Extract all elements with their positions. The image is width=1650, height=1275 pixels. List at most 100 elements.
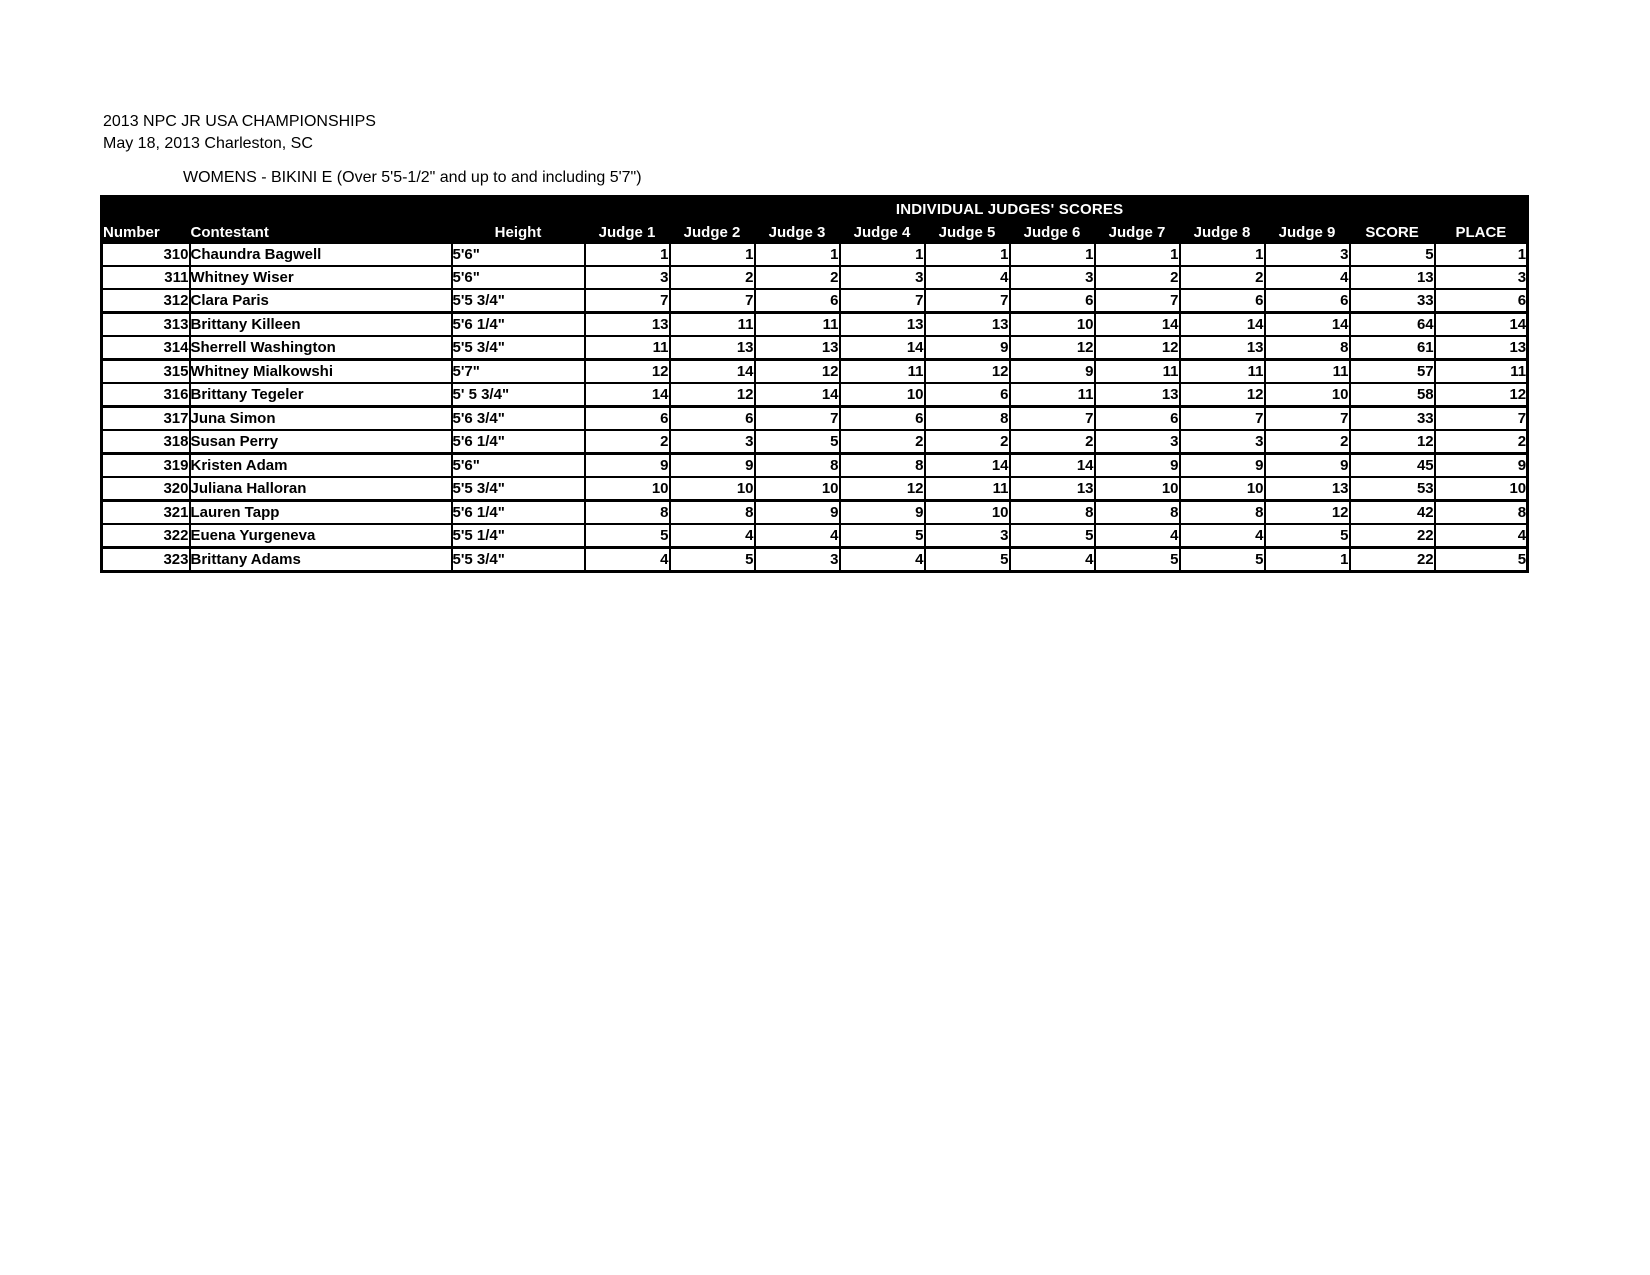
cell-judge-4: 9 — [838, 499, 926, 525]
cell-place: 13 — [1433, 335, 1529, 361]
cell-judge-4: 14 — [838, 335, 926, 361]
cell-place: 4 — [1433, 523, 1529, 549]
cell-judge-1: 7 — [583, 288, 671, 314]
cell-number: 314 — [100, 335, 191, 361]
col-header-contestant: Contestant — [188, 221, 453, 244]
cell-contestant: Whitney Wiser — [188, 265, 453, 290]
cell-contestant: Susan Perry — [188, 429, 453, 455]
cell-judge-8: 5 — [1178, 546, 1266, 573]
col-header-height: Height — [450, 221, 586, 244]
cell-judge-1: 14 — [583, 382, 671, 408]
cell-contestant: Brittany Tegeler — [188, 382, 453, 408]
cell-judge-6: 12 — [1008, 335, 1096, 361]
table-row: 315 Whitney Mialkowshi 5'7" 12 14 12 11 12 9 11 11… — [100, 358, 1529, 384]
group-header-title: INDIVIDUAL JUDGES' SCORES — [583, 195, 1436, 223]
cell-number: 321 — [100, 499, 191, 525]
cell-judge-6: 4 — [1008, 546, 1096, 573]
table-row: 316 Brittany Tegeler 5' 5 3/4" 14 12 14 10 6 11 1… — [100, 382, 1529, 408]
cell-judge-7: 5 — [1093, 546, 1181, 573]
table-row: 317 Juna Simon 5'6 3/4" 6 6 7 6 8 7 6 7 7 33 7 — [100, 405, 1529, 431]
cell-judge-1: 13 — [583, 311, 671, 337]
cell-judge-5: 4 — [923, 265, 1011, 290]
table-row: 311 Whitney Wiser 5'6" 3 2 2 3 4 3 2 2 4 13 3 — [100, 265, 1529, 290]
table-row: 320 Juliana Halloran 5'5 3/4" 10 10 10 12 11 13 1… — [100, 476, 1529, 502]
cell-place: 5 — [1433, 546, 1529, 573]
cell-judge-3: 7 — [753, 405, 841, 431]
cell-contestant: Euena Yurgeneva — [188, 523, 453, 549]
cell-score: 33 — [1348, 405, 1436, 431]
cell-judge-9: 10 — [1263, 382, 1351, 408]
col-header-judge-8: Judge 8 — [1178, 221, 1266, 244]
cell-judge-5: 6 — [923, 382, 1011, 408]
cell-judge-2: 9 — [668, 452, 756, 478]
col-header-number: Number — [100, 221, 191, 244]
cell-number: 312 — [100, 288, 191, 314]
cell-judge-5: 2 — [923, 429, 1011, 455]
column-header-row: Number Contestant Height Judge 1 Judge 2 Judg… — [100, 221, 1529, 244]
cell-number: 313 — [100, 311, 191, 337]
cell-place: 6 — [1433, 288, 1529, 314]
cell-judge-3: 10 — [753, 476, 841, 502]
cell-judge-2: 4 — [668, 523, 756, 549]
cell-height: 5'5 3/4" — [450, 546, 586, 573]
cell-judge-3: 1 — [753, 242, 841, 267]
cell-judge-5: 7 — [923, 288, 1011, 314]
cell-judge-8: 6 — [1178, 288, 1266, 314]
cell-number: 311 — [100, 265, 191, 290]
cell-judge-1: 10 — [583, 476, 671, 502]
cell-judge-6: 3 — [1008, 265, 1096, 290]
cell-judge-1: 12 — [583, 358, 671, 384]
cell-score: 5 — [1348, 242, 1436, 267]
cell-judge-3: 5 — [753, 429, 841, 455]
cell-contestant: Chaundra Bagwell — [188, 242, 453, 267]
cell-judge-2: 12 — [668, 382, 756, 408]
table-row: 318 Susan Perry 5'6 1/4" 2 3 5 2 2 2 3 3 2 12 2 — [100, 429, 1529, 455]
table-row: 314 Sherrell Washington 5'5 3/4" 11 13 13 14 9 1… — [100, 335, 1529, 361]
cell-judge-5: 3 — [923, 523, 1011, 549]
cell-judge-1: 3 — [583, 265, 671, 290]
table-head: INDIVIDUAL JUDGES' SCORES Number Contesta… — [100, 195, 1529, 244]
cell-judge-8: 1 — [1178, 242, 1266, 267]
cell-score: 45 — [1348, 452, 1436, 478]
cell-score: 61 — [1348, 335, 1436, 361]
cell-judge-6: 14 — [1008, 452, 1096, 478]
cell-place: 11 — [1433, 358, 1529, 384]
cell-height: 5' 5 3/4" — [450, 382, 586, 408]
cell-judge-5: 10 — [923, 499, 1011, 525]
cell-judge-7: 2 — [1093, 265, 1181, 290]
cell-contestant: Juliana Halloran — [188, 476, 453, 502]
cell-judge-9: 9 — [1263, 452, 1351, 478]
cell-judge-8: 2 — [1178, 265, 1266, 290]
cell-contestant: Juna Simon — [188, 405, 453, 431]
cell-height: 5'6" — [450, 452, 586, 478]
cell-judge-6: 7 — [1008, 405, 1096, 431]
cell-judge-7: 12 — [1093, 335, 1181, 361]
cell-judge-8: 14 — [1178, 311, 1266, 337]
cell-judge-9: 14 — [1263, 311, 1351, 337]
table-row: 322 Euena Yurgeneva 5'5 1/4" 5 4 4 5 3 5 4 4 5 22 4 — [100, 523, 1529, 549]
cell-height: 5'6" — [450, 242, 586, 267]
cell-judge-7: 13 — [1093, 382, 1181, 408]
cell-judge-5: 8 — [923, 405, 1011, 431]
table-row: 310 Chaundra Bagwell 5'6" 1 1 1 1 1 1 1 1 3 5 1 — [100, 242, 1529, 267]
cell-judge-8: 11 — [1178, 358, 1266, 384]
cell-judge-9: 3 — [1263, 242, 1351, 267]
cell-judge-3: 4 — [753, 523, 841, 549]
cell-place: 8 — [1433, 499, 1529, 525]
col-header-score: SCORE — [1348, 221, 1436, 244]
cell-judge-9: 13 — [1263, 476, 1351, 502]
cell-contestant: Brittany Adams — [188, 546, 453, 573]
event-date-location: May 18, 2013 Charleston, SC — [103, 135, 313, 152]
cell-judge-8: 7 — [1178, 405, 1266, 431]
table-row: 313 Brittany Killeen 5'6 1/4" 13 11 11 13 13 10 1… — [100, 311, 1529, 337]
cell-judge-3: 12 — [753, 358, 841, 384]
col-header-judge-2: Judge 2 — [668, 221, 756, 244]
cell-judge-9: 2 — [1263, 429, 1351, 455]
col-header-judge-4: Judge 4 — [838, 221, 926, 244]
cell-judge-2: 3 — [668, 429, 756, 455]
cell-number: 323 — [100, 546, 191, 573]
cell-contestant: Lauren Tapp — [188, 499, 453, 525]
group-header-spacer-right — [1433, 195, 1529, 223]
cell-place: 1 — [1433, 242, 1529, 267]
cell-score: 12 — [1348, 429, 1436, 455]
